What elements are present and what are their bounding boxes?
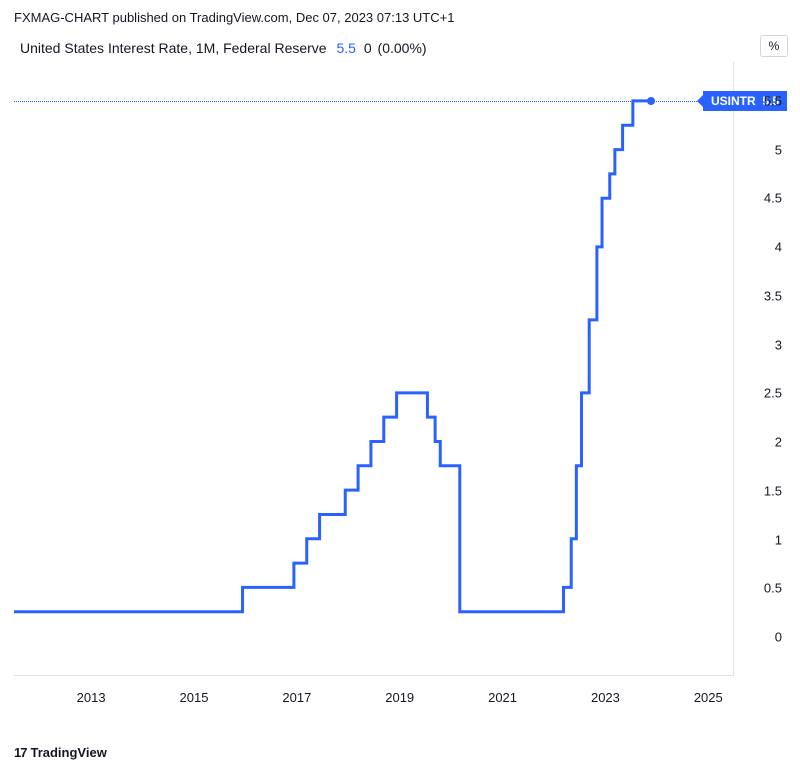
x-tick-label: 2019 [385,690,414,705]
unit-toggle-button[interactable]: % [760,35,788,57]
y-tick-label: 5 [775,142,782,157]
y-tick-label: 1 [775,532,782,547]
instrument-change-pct: (0.00%) [378,40,427,56]
tradingview-attribution: 17 TradingView [14,745,107,760]
y-tick-label: 5.5 [764,93,782,108]
y-tick-label: 1.5 [764,483,782,498]
publisher-name: FXMAG-CHART [14,10,109,25]
tradingview-logo-icon: 17 [14,745,26,760]
y-tick-label: 4.5 [764,191,782,206]
tradingview-brand-text: TradingView [30,745,106,760]
interest-rate-step-line [14,62,733,675]
y-tick-label: 3 [775,337,782,352]
instrument-change: 0 [364,40,372,56]
published-on-text: published on TradingView.com, [112,10,292,25]
y-tick-label: 2 [775,435,782,450]
x-tick-label: 2023 [591,690,620,705]
x-tick-label: 2021 [488,690,517,705]
instrument-name: United States Interest Rate, 1M, Federal… [20,40,327,56]
y-axis[interactable]: 0 0.5 1 1.5 2 2.5 3 3.5 4 4.5 5 5.5 [738,62,788,676]
x-tick-label: 2015 [180,690,209,705]
chart-container: USINTR 5.5 0 0.5 1 1.5 2 2.5 3 3.5 4 4.5 5 5.5 2013… [14,62,788,714]
chart-attribution: FXMAG-CHART published on TradingView.com… [14,10,454,25]
x-tick-label: 2025 [694,690,723,705]
current-value-dotted-line [14,101,733,102]
x-tick-label: 2017 [282,690,311,705]
y-tick-label: 3.5 [764,288,782,303]
y-tick-label: 2.5 [764,386,782,401]
x-tick-label: 2013 [77,690,106,705]
x-axis[interactable]: 2013 2015 2017 2019 2021 2023 2025 [14,680,734,714]
plot-region[interactable]: USINTR 5.5 [14,62,734,676]
last-point-marker-icon [647,97,655,105]
instrument-header: United States Interest Rate, 1M, Federal… [20,40,427,56]
instrument-value: 5.5 [336,40,355,56]
y-tick-label: 0.5 [764,581,782,596]
y-tick-label: 4 [775,240,782,255]
publish-date: Dec 07, 2023 07:13 UTC+1 [296,10,455,25]
y-tick-label: 0 [775,630,782,645]
